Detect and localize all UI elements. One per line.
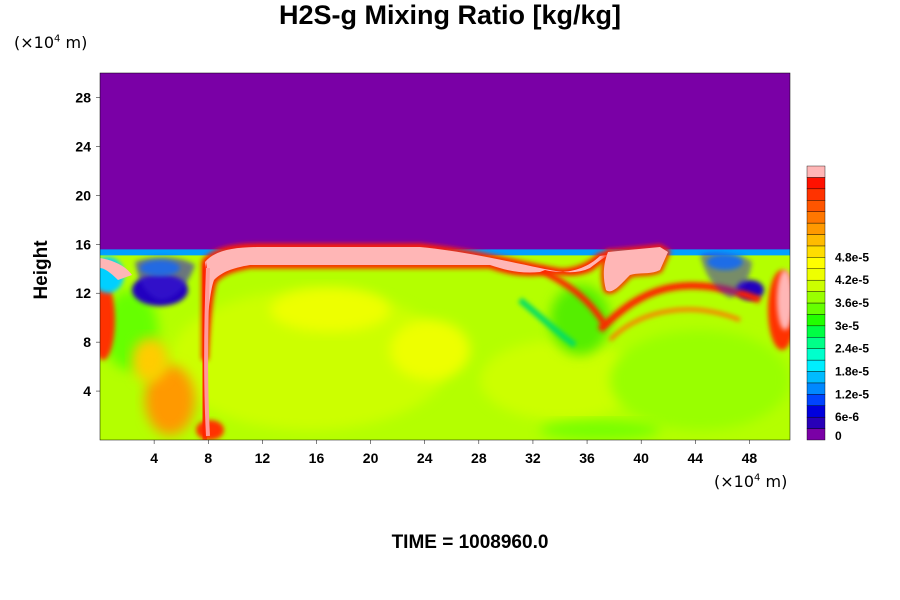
colorbar-label: 6e-6 — [835, 410, 859, 424]
y-tick-label: 16 — [75, 236, 91, 252]
colorbar-cell — [806, 416, 826, 429]
colorbar-cell — [806, 405, 826, 418]
colorbar-cell — [806, 245, 826, 258]
colorbar-label: 2.4e-5 — [835, 342, 869, 356]
field-feature — [100, 258, 132, 280]
y-tick-label: 12 — [75, 285, 91, 301]
x-tick-label: 28 — [471, 450, 487, 466]
field-feature — [135, 257, 195, 300]
colorbar-label: 0 — [835, 429, 842, 443]
colorbar-label: 1.2e-5 — [835, 387, 869, 401]
colorbar-cell — [806, 371, 826, 384]
colorbar-cell — [806, 314, 826, 327]
field-feature — [204, 267, 210, 437]
colorbar-cell — [806, 222, 826, 235]
colorbar-cell — [806, 211, 826, 224]
colorbar-cell — [806, 268, 826, 281]
x-tick-label: 8 — [204, 450, 212, 466]
colorbar-cell — [806, 337, 826, 349]
x-unit-label: (×104 m) — [714, 472, 788, 491]
field-feature — [270, 288, 390, 332]
y-tick-label: 8 — [83, 334, 91, 350]
colorbar-cell — [806, 177, 826, 190]
colorbar-cell — [806, 382, 826, 395]
colorbar-cell — [806, 302, 826, 315]
y-tick-label: 24 — [75, 138, 91, 154]
field-feature — [608, 307, 741, 342]
x-tick-label: 40 — [633, 450, 649, 466]
field-feature — [518, 297, 577, 348]
colorbar-label: 1.8e-5 — [835, 365, 869, 379]
plot-frame — [99, 72, 791, 441]
field-feature — [777, 270, 790, 330]
x-tick-label: 12 — [255, 450, 271, 466]
field-feature — [100, 280, 115, 360]
colorbar-label: 3e-5 — [835, 319, 859, 333]
field-feature — [132, 338, 168, 382]
x-tick-label: 48 — [742, 450, 758, 466]
x-tick-label: 16 — [309, 450, 325, 466]
x-tick-label: 32 — [525, 450, 541, 466]
field-feature — [480, 340, 640, 420]
colorbar-cell — [806, 165, 826, 178]
colorbar-cell — [806, 348, 826, 361]
colorbar-cell — [806, 394, 826, 406]
x-tick-label: 36 — [579, 450, 595, 466]
x-tick-label: 4 — [150, 450, 158, 466]
y-tick-label: 20 — [75, 187, 91, 203]
x-tick-label: 20 — [363, 450, 379, 466]
colorbar-label: 4.8e-5 — [835, 250, 869, 264]
chart-title: H2S-g Mixing Ratio [kg/kg] — [278, 0, 621, 30]
colorbar-cell — [806, 428, 826, 441]
field-feature — [540, 420, 660, 440]
colorbar-cell — [806, 234, 826, 247]
x-tick-label: 44 — [688, 450, 704, 466]
time-label: TIME = 1008960.0 — [391, 532, 549, 553]
y-tick-label: 4 — [83, 383, 91, 399]
field-feature — [700, 252, 752, 298]
colorbar-cell — [806, 291, 826, 304]
colorbar-cell — [806, 188, 826, 201]
colorbar-label: 3.6e-5 — [835, 296, 869, 310]
colorbar-cell — [806, 359, 826, 372]
field-feature — [145, 365, 195, 435]
field-plume-cap — [205, 247, 612, 360]
field-feature — [538, 267, 608, 327]
field-plume-right — [603, 247, 668, 292]
colorbar-cell — [806, 257, 826, 269]
colorbar-cell — [806, 325, 826, 338]
x-tick-label: 24 — [417, 450, 433, 466]
colorbar-label: 4.2e-5 — [835, 273, 869, 287]
colorbar-cell — [806, 279, 826, 292]
field-feature — [198, 264, 211, 440]
field-feature — [170, 290, 450, 430]
y-tick-label: 28 — [75, 89, 91, 105]
field-feature — [610, 330, 790, 430]
y-unit-label: (×104 m) — [14, 33, 88, 52]
field-feature — [390, 320, 470, 380]
colorbar-cell — [806, 200, 826, 212]
